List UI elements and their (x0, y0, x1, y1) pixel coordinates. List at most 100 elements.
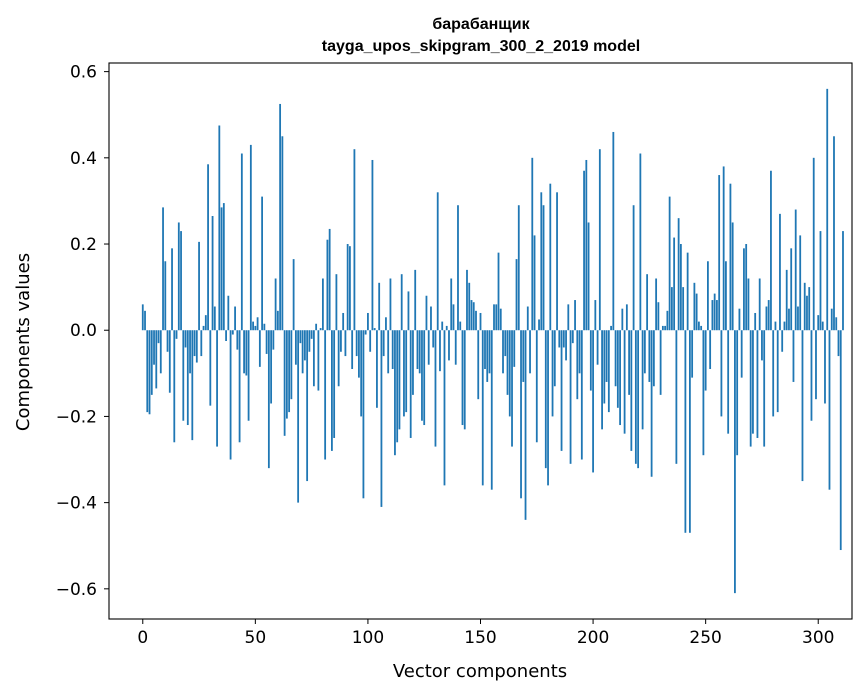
bar (466, 269, 468, 331)
bar (319, 328, 322, 331)
y-axis-label: Components values (13, 253, 34, 431)
bar (157, 330, 160, 344)
bar (531, 157, 534, 331)
bar (445, 325, 448, 331)
bar (589, 330, 592, 391)
bar (499, 308, 502, 331)
bar (596, 330, 599, 365)
bar (598, 149, 601, 331)
bar (454, 330, 457, 365)
bar (576, 330, 579, 400)
bar (495, 304, 498, 331)
bar (794, 209, 797, 331)
bar (625, 304, 628, 331)
bar (808, 287, 811, 331)
bar (704, 330, 707, 391)
plot-frame (108, 62, 853, 620)
bar (452, 304, 455, 331)
bar (358, 330, 360, 378)
y-axis-ticks: −0.6 −0.4 −0.2 0.0 0.2 0.4 0.6 (56, 63, 109, 600)
bar (459, 321, 462, 331)
bar (195, 330, 198, 363)
bar (162, 207, 164, 331)
bar (353, 149, 356, 331)
bar (837, 330, 840, 357)
bar (828, 330, 831, 490)
bar (207, 164, 209, 331)
bar (285, 330, 288, 419)
bar (218, 125, 221, 331)
bar (612, 131, 615, 331)
bar (646, 274, 649, 331)
bar (580, 330, 583, 460)
bar (835, 317, 838, 331)
bar (288, 330, 291, 413)
bar (150, 330, 153, 395)
bar (294, 330, 297, 365)
bar (707, 261, 709, 331)
bar (502, 330, 504, 374)
bar (655, 278, 658, 331)
x-tick-label: 150 (464, 628, 496, 648)
bar (387, 330, 390, 374)
bar (790, 248, 793, 331)
bar (562, 330, 565, 348)
bar (639, 153, 642, 331)
bar (508, 330, 511, 417)
bar (801, 330, 804, 482)
bar (276, 310, 279, 331)
bar (166, 330, 169, 352)
bar (254, 325, 257, 331)
bar (763, 330, 766, 447)
bar (225, 330, 227, 341)
bar (740, 330, 743, 378)
bar (783, 321, 786, 331)
bar (565, 330, 567, 361)
bar (513, 330, 516, 367)
bar (601, 330, 603, 430)
bar (267, 330, 270, 469)
x-axis-label: Vector components (393, 661, 567, 682)
bar (679, 244, 682, 331)
bar (583, 170, 585, 331)
bar (371, 159, 374, 331)
bar (652, 330, 655, 387)
bar (574, 300, 576, 331)
bar (292, 259, 295, 331)
bar (461, 330, 464, 426)
bar (569, 330, 572, 464)
bar (688, 330, 691, 533)
bar (520, 330, 522, 499)
bar (436, 192, 439, 331)
bar (661, 325, 664, 331)
bar (839, 330, 842, 551)
bar (686, 252, 689, 331)
bar (587, 222, 590, 331)
bar (632, 205, 635, 331)
bar (355, 330, 358, 357)
bar (585, 159, 588, 331)
bar (297, 330, 300, 503)
bar (200, 330, 203, 357)
bar (240, 153, 243, 331)
bar (542, 205, 545, 331)
bar (785, 269, 788, 331)
bar (409, 330, 412, 438)
bar (403, 330, 405, 417)
bar (578, 330, 581, 374)
bar (423, 330, 426, 426)
bar (571, 330, 574, 344)
bar (216, 330, 218, 447)
bar (788, 308, 790, 331)
bar (695, 293, 698, 331)
bar (245, 330, 248, 376)
bar (144, 310, 146, 331)
bar (263, 323, 266, 331)
bar (362, 330, 365, 499)
y-tick-label: −0.2 (56, 407, 97, 427)
bar (607, 330, 610, 413)
bar (731, 222, 734, 331)
bar (493, 304, 495, 331)
bar (416, 330, 419, 370)
